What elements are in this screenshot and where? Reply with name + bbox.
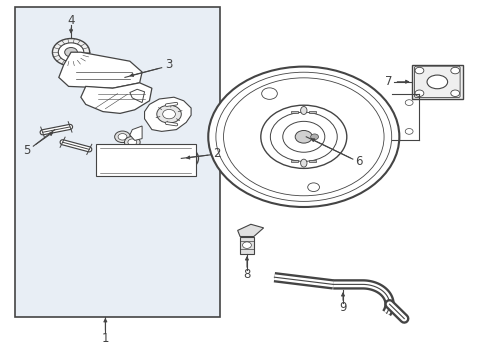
Circle shape [405,100,413,105]
Circle shape [115,131,130,143]
Bar [96,144,196,176]
Circle shape [270,112,337,161]
Circle shape [58,43,84,62]
Circle shape [52,39,90,66]
Polygon shape [81,83,152,113]
Text: 4: 4 [67,14,75,27]
Ellipse shape [300,159,307,167]
Bar [412,65,463,99]
Circle shape [124,136,140,148]
Ellipse shape [427,75,448,89]
Bar [309,111,316,113]
Circle shape [172,152,191,165]
Circle shape [415,90,424,96]
Polygon shape [130,89,145,103]
Text: 2: 2 [213,147,220,160]
Circle shape [216,72,392,201]
Polygon shape [238,224,264,237]
Circle shape [118,134,127,140]
Circle shape [311,134,319,140]
Text: 8: 8 [243,268,251,281]
Circle shape [164,146,198,171]
Circle shape [208,67,399,207]
Circle shape [415,67,424,74]
Polygon shape [130,126,142,140]
Circle shape [451,67,460,74]
Circle shape [283,121,325,152]
Text: 3: 3 [165,58,173,71]
Bar [240,237,254,254]
Circle shape [261,105,347,168]
Polygon shape [59,52,142,88]
Ellipse shape [300,107,307,114]
Circle shape [308,183,319,192]
Bar [15,7,220,317]
Text: 6: 6 [355,156,363,168]
Text: 9: 9 [339,301,347,314]
Circle shape [295,130,313,143]
Polygon shape [145,97,191,131]
Text: 1: 1 [101,332,109,345]
Circle shape [223,78,384,196]
Circle shape [243,242,251,248]
FancyBboxPatch shape [415,66,460,98]
Circle shape [262,88,277,99]
Circle shape [157,105,181,123]
Circle shape [65,48,77,57]
Text: 5: 5 [23,144,31,157]
Bar [292,111,298,113]
Bar [292,160,298,162]
Circle shape [128,139,137,145]
Bar [309,160,316,162]
Circle shape [405,129,413,134]
Text: 7: 7 [385,75,392,88]
Circle shape [451,90,460,96]
Circle shape [163,109,175,119]
